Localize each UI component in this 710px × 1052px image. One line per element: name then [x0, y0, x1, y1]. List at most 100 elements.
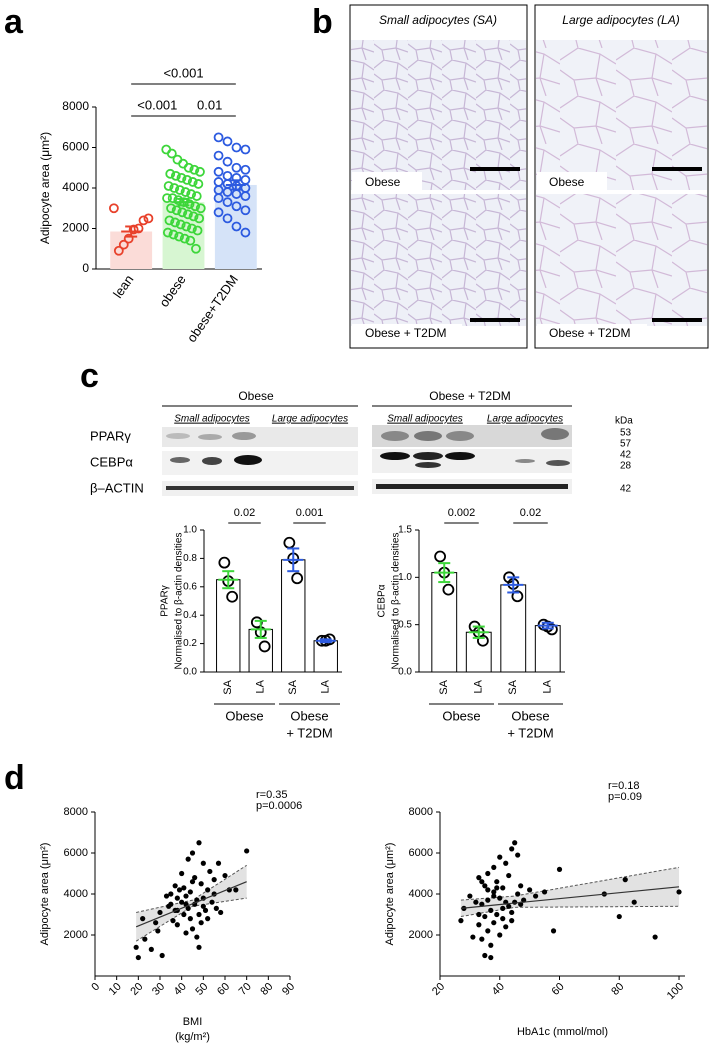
data-point	[494, 885, 500, 891]
p-value: <0.001	[137, 97, 177, 112]
data-point	[162, 227, 173, 238]
data-point	[258, 640, 271, 653]
data-point	[488, 942, 494, 948]
x-tick-label: 50	[193, 981, 210, 998]
condition-label: Obese + T2DM	[429, 389, 510, 403]
x-tick-label: 40	[490, 981, 507, 998]
panel-label: a	[4, 3, 24, 41]
data-point	[434, 550, 447, 563]
x-tick-label: LA	[255, 679, 267, 693]
micrograph	[536, 40, 707, 190]
data-point	[194, 934, 200, 940]
data-point	[240, 227, 251, 238]
data-point	[222, 187, 233, 197]
size-label: 42	[620, 450, 632, 461]
data-point	[163, 181, 174, 191]
scale-bar	[652, 167, 702, 171]
y-tick-label: 0.8	[183, 553, 197, 564]
data-point	[161, 144, 172, 155]
data-point	[159, 952, 165, 959]
data-point	[205, 916, 211, 922]
caption-bg	[537, 324, 647, 344]
x-tick-label: 100	[665, 981, 686, 1002]
group-label: Obese	[511, 708, 549, 723]
data-point	[509, 909, 515, 916]
p-value: 0.002	[448, 507, 476, 519]
y-axis-label: Normalised to β-actin densities	[174, 533, 185, 670]
data-point	[491, 893, 497, 899]
data-point	[515, 852, 521, 858]
group-label: Large adipocytes	[487, 414, 563, 425]
data-point	[187, 223, 197, 234]
data-point	[479, 936, 485, 942]
data-point	[479, 879, 485, 885]
y-tick-label: 4000	[64, 888, 88, 900]
row-label: β–ACTIN	[90, 480, 144, 495]
data-point	[497, 895, 503, 901]
y-tick-label: 2000	[64, 929, 88, 941]
x-tick-label: SA	[438, 679, 450, 694]
western-blot: Obese Obese + T2DM Small adipocytes Larg…	[90, 389, 633, 496]
data-point	[169, 183, 180, 193]
y-axis-label: Normalised to β-actin densities	[391, 533, 402, 670]
data-point	[191, 243, 201, 254]
y-tick-label: 6000	[409, 847, 433, 859]
data-point	[174, 922, 180, 928]
group-label: + T2DM	[507, 725, 553, 740]
data-point	[157, 909, 163, 916]
panel-label: b	[312, 3, 333, 41]
y-tick-label: 2000	[62, 221, 89, 235]
data-point	[622, 877, 628, 883]
annotation: r=0.18	[608, 780, 640, 792]
data-point	[222, 170, 233, 181]
column-header: Large adipocytes (LA)	[562, 13, 679, 27]
data-point	[485, 870, 491, 877]
p-value: 0.02	[520, 507, 541, 519]
y-tick-label: 8000	[62, 99, 89, 113]
fit-line	[135, 881, 247, 928]
y-tick-label: 2000	[409, 929, 433, 941]
confidence-limit	[136, 864, 247, 913]
data-point	[178, 158, 188, 169]
data-point	[491, 889, 497, 895]
data-point	[166, 203, 176, 214]
data-point	[183, 893, 189, 899]
data-point	[168, 891, 174, 897]
x-tick-label: 20	[430, 981, 447, 998]
data-point	[172, 883, 178, 889]
micrograph	[351, 194, 526, 326]
data-point	[189, 850, 196, 856]
x-tick-label: 10	[107, 981, 124, 998]
y-tick-label: 0.5	[398, 619, 412, 630]
data-point	[188, 211, 199, 222]
annotation: p=0.0006	[256, 800, 302, 812]
data-point	[222, 156, 233, 167]
data-point	[240, 164, 251, 175]
data-point	[171, 205, 182, 216]
y-axis-label: Adipocyte area (μm²)	[39, 843, 51, 946]
data-point	[153, 920, 159, 926]
data-point	[179, 899, 185, 905]
data-point	[244, 848, 250, 854]
data-point	[198, 881, 204, 887]
data-point	[467, 893, 473, 899]
data-point	[174, 185, 185, 195]
size-label: 53	[620, 428, 632, 439]
data-point	[458, 918, 464, 924]
data-point	[196, 911, 202, 918]
data-point	[676, 889, 682, 895]
data-point	[556, 866, 563, 873]
data-point	[173, 195, 184, 206]
x-tick-label: 60	[215, 981, 232, 998]
data-point	[476, 875, 482, 881]
group-label: Obese	[442, 708, 480, 723]
size-label: 28	[620, 461, 632, 472]
data-point	[167, 193, 178, 204]
data-point	[231, 162, 242, 173]
data-point	[500, 905, 506, 911]
data-point	[512, 840, 518, 846]
data-point	[187, 916, 193, 922]
y-tick-label: 0.0	[398, 667, 412, 678]
data-point	[482, 913, 488, 920]
data-point	[195, 203, 206, 214]
